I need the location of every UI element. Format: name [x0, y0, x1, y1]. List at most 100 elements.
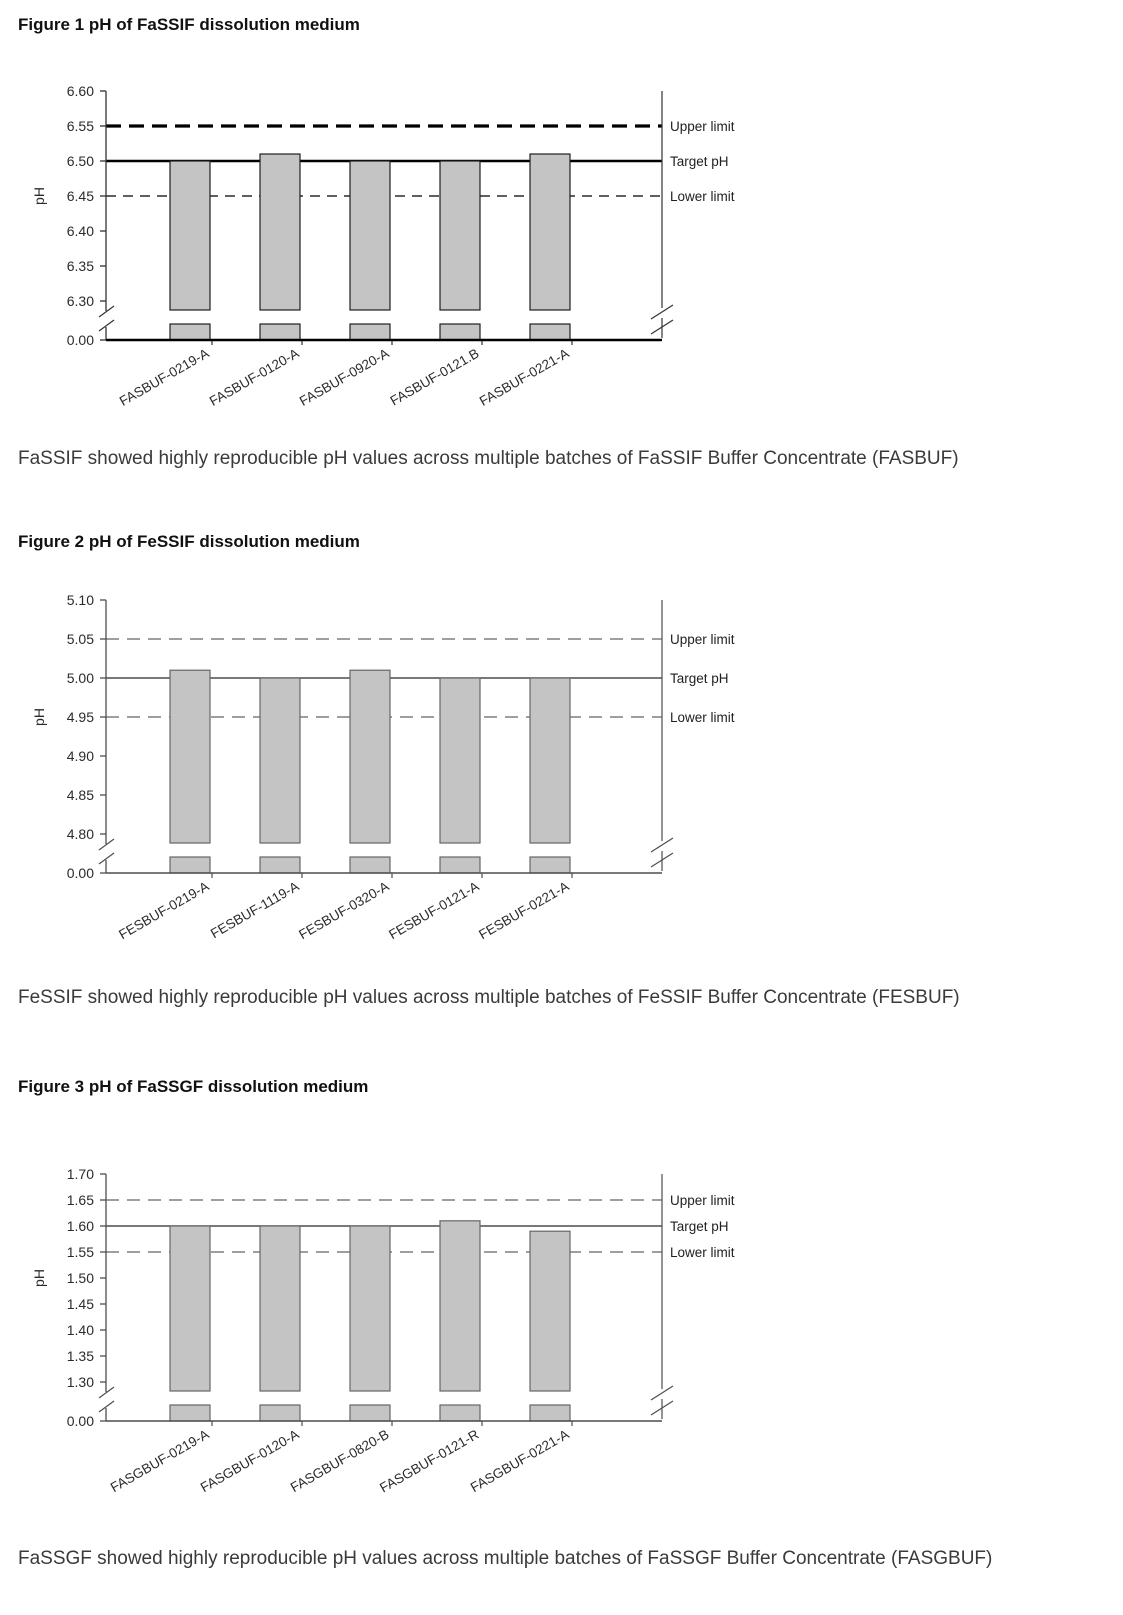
bar-stub [259, 856, 301, 874]
bar [439, 677, 481, 844]
axis-break-mark [98, 852, 115, 865]
bar [259, 153, 301, 311]
report-page: Figure 1 pH of FaSSIF dissolution medium… [18, 14, 1123, 1569]
axis-break-mark-right [650, 304, 674, 320]
upper-limit-label: Upper limit [670, 1193, 735, 1208]
y-tick-label: 1.55 [67, 1244, 94, 1260]
y-axis-title: pH [31, 187, 47, 205]
bar-stub [529, 856, 571, 874]
axis-break-mark-right [650, 852, 674, 868]
bar-stub [259, 323, 301, 341]
x-axis-label: FASBUF-0120-A [207, 346, 302, 409]
bar-stub [169, 856, 211, 874]
bar-stub [439, 856, 481, 874]
figure-3-block: Figure 3 pH of FaSSGF dissolution medium… [18, 1076, 1123, 1569]
x-axis-label: FASGBUF-0221-A [468, 1427, 572, 1496]
x-axis-label: FASBUF-0219-A [117, 346, 212, 409]
y-tick-label: 5.10 [67, 592, 94, 608]
y-tick-label: 6.55 [67, 118, 94, 134]
figure-3-title: Figure 3 pH of FaSSGF dissolution medium [18, 1077, 369, 1096]
x-axis-label: FASBUF-0121.B [388, 346, 482, 409]
x-axis-label: FESBUF-0219-A [116, 879, 211, 943]
y-tick-zero-label: 0.00 [67, 1413, 94, 1429]
x-axis-label: FASGBUF-0820-B [288, 1427, 392, 1496]
x-axis-label: FESBUF-0320-A [296, 879, 391, 943]
y-tick-label: 1.65 [67, 1192, 94, 1208]
lower-limit-label: Lower limit [670, 1245, 735, 1260]
figure-3-chart: FASGBUF-0219-AFASGBUF-0120-AFASGBUF-0820… [31, 1166, 735, 1496]
y-tick-label: 4.90 [67, 748, 94, 764]
y-tick-label: 1.35 [67, 1348, 94, 1364]
bar [169, 669, 211, 844]
y-tick-label: 1.30 [67, 1374, 94, 1390]
figure-2-title: Figure 2 pH of FeSSIF dissolution medium [18, 532, 360, 551]
x-axis-label: FASBUF-0920-A [297, 346, 392, 409]
lower-limit-label: Lower limit [670, 710, 735, 725]
axis-break-mark [98, 838, 115, 851]
bar [529, 153, 571, 311]
y-tick-label: 6.50 [67, 153, 94, 169]
figure-1-caption: FaSSIF showed highly reproducible pH val… [18, 448, 959, 469]
y-axis-title: pH [31, 1269, 47, 1287]
y-tick-label: 5.05 [67, 631, 94, 647]
x-axis-label: FASGBUF-0120-A [198, 1427, 302, 1496]
y-tick-label: 6.35 [67, 258, 94, 274]
figure-1-title: Figure 1 pH of FaSSIF dissolution medium [18, 15, 360, 34]
axis-break-mark [98, 319, 115, 332]
y-tick-label: 1.40 [67, 1322, 94, 1338]
x-axis-label: FESBUF-1119-A [208, 879, 301, 942]
bar [259, 677, 301, 844]
bar [439, 160, 481, 311]
bar [349, 1225, 391, 1392]
y-tick-zero-label: 0.00 [67, 332, 94, 348]
figure-2-block: Figure 2 pH of FeSSIF dissolution medium… [18, 531, 1123, 1008]
axis-break-mark-right [650, 837, 674, 853]
upper-limit-label: Upper limit [670, 119, 735, 134]
y-tick-label: 6.45 [67, 188, 94, 204]
y-tick-label: 6.40 [67, 223, 94, 239]
figure-2-caption: FeSSIF showed highly reproducible pH val… [18, 987, 960, 1008]
upper-limit-label: Upper limit [670, 632, 735, 647]
y-tick-zero-label: 0.00 [67, 865, 94, 881]
y-tick-label: 4.85 [67, 787, 94, 803]
y-tick-label: 1.45 [67, 1296, 94, 1312]
x-axis-label: FESBUF-0221-A [476, 879, 571, 943]
target-ph-label: Target pH [670, 154, 729, 169]
bar-stub [169, 1404, 211, 1422]
y-tick-label: 1.50 [67, 1270, 94, 1286]
x-axis-label: FASGBUF-0219-A [108, 1427, 212, 1496]
bar [529, 1230, 571, 1392]
y-tick-label: 4.95 [67, 709, 94, 725]
x-axis-label: FESBUF-0121-A [386, 879, 481, 943]
bar [169, 1225, 211, 1392]
figure-2-chart: FESBUF-0219-AFESBUF-1119-AFESBUF-0320-AF… [31, 592, 735, 943]
bar-stub [529, 323, 571, 341]
bar-stub [169, 323, 211, 341]
bar-stub [349, 856, 391, 874]
bar [349, 669, 391, 844]
bar-stub [259, 1404, 301, 1422]
figure-3-caption: FaSSGF showed highly reproducible pH val… [18, 1548, 993, 1569]
bar [169, 160, 211, 311]
bar-stub [349, 1404, 391, 1422]
axis-break-mark-right [650, 319, 674, 335]
figure-1-chart: FASBUF-0219-AFASBUF-0120-AFASBUF-0920-AF… [31, 83, 735, 409]
x-axis-label: FASGBUF-0121-R [377, 1426, 482, 1495]
axis-break-mark [98, 1400, 115, 1413]
bar [529, 677, 571, 844]
bar [259, 1225, 301, 1392]
lower-limit-label: Lower limit [670, 189, 735, 204]
y-tick-label: 1.60 [67, 1218, 94, 1234]
y-tick-label: 6.60 [67, 83, 94, 99]
y-tick-label: 1.70 [67, 1166, 94, 1182]
y-axis-title: pH [31, 708, 47, 726]
bar-stub [439, 323, 481, 341]
axis-break-mark-right [650, 1385, 674, 1401]
y-tick-label: 4.80 [67, 826, 94, 842]
y-tick-label: 6.30 [67, 293, 94, 309]
bar [349, 160, 391, 311]
y-tick-label: 5.00 [67, 670, 94, 686]
target-ph-label: Target pH [670, 1219, 729, 1234]
target-ph-label: Target pH [670, 671, 729, 686]
axis-break-mark [98, 305, 115, 318]
